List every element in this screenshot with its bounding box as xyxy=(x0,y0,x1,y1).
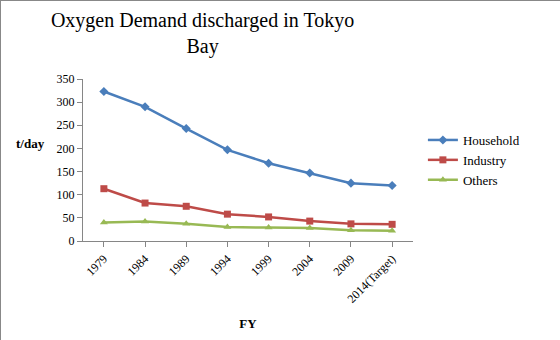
svg-text:t/day: t/day xyxy=(16,136,45,151)
svg-text:350: 350 xyxy=(57,72,75,86)
svg-text:100: 100 xyxy=(57,188,75,202)
svg-text:150: 150 xyxy=(57,165,75,179)
svg-text:Oxygen Demand discharged in To: Oxygen Demand discharged in TokyoBay xyxy=(51,9,354,58)
svg-text:2014(Target): 2014(Target) xyxy=(345,252,399,306)
svg-text:200: 200 xyxy=(57,142,75,156)
svg-text:1994: 1994 xyxy=(207,252,234,279)
svg-text:2004: 2004 xyxy=(289,252,316,279)
svg-text:300: 300 xyxy=(57,95,75,109)
svg-text:1989: 1989 xyxy=(166,252,193,279)
svg-text:0: 0 xyxy=(69,234,75,248)
svg-text:Industry: Industry xyxy=(463,153,507,168)
svg-text:250: 250 xyxy=(57,118,75,132)
svg-text:1979: 1979 xyxy=(83,252,110,279)
svg-text:Others: Others xyxy=(463,173,498,188)
svg-text:1984: 1984 xyxy=(125,252,152,279)
svg-text:FY: FY xyxy=(239,316,257,331)
svg-text:50: 50 xyxy=(63,211,75,225)
svg-text:Household: Household xyxy=(463,133,520,148)
svg-text:1999: 1999 xyxy=(248,252,275,279)
svg-text:2009: 2009 xyxy=(330,252,357,279)
